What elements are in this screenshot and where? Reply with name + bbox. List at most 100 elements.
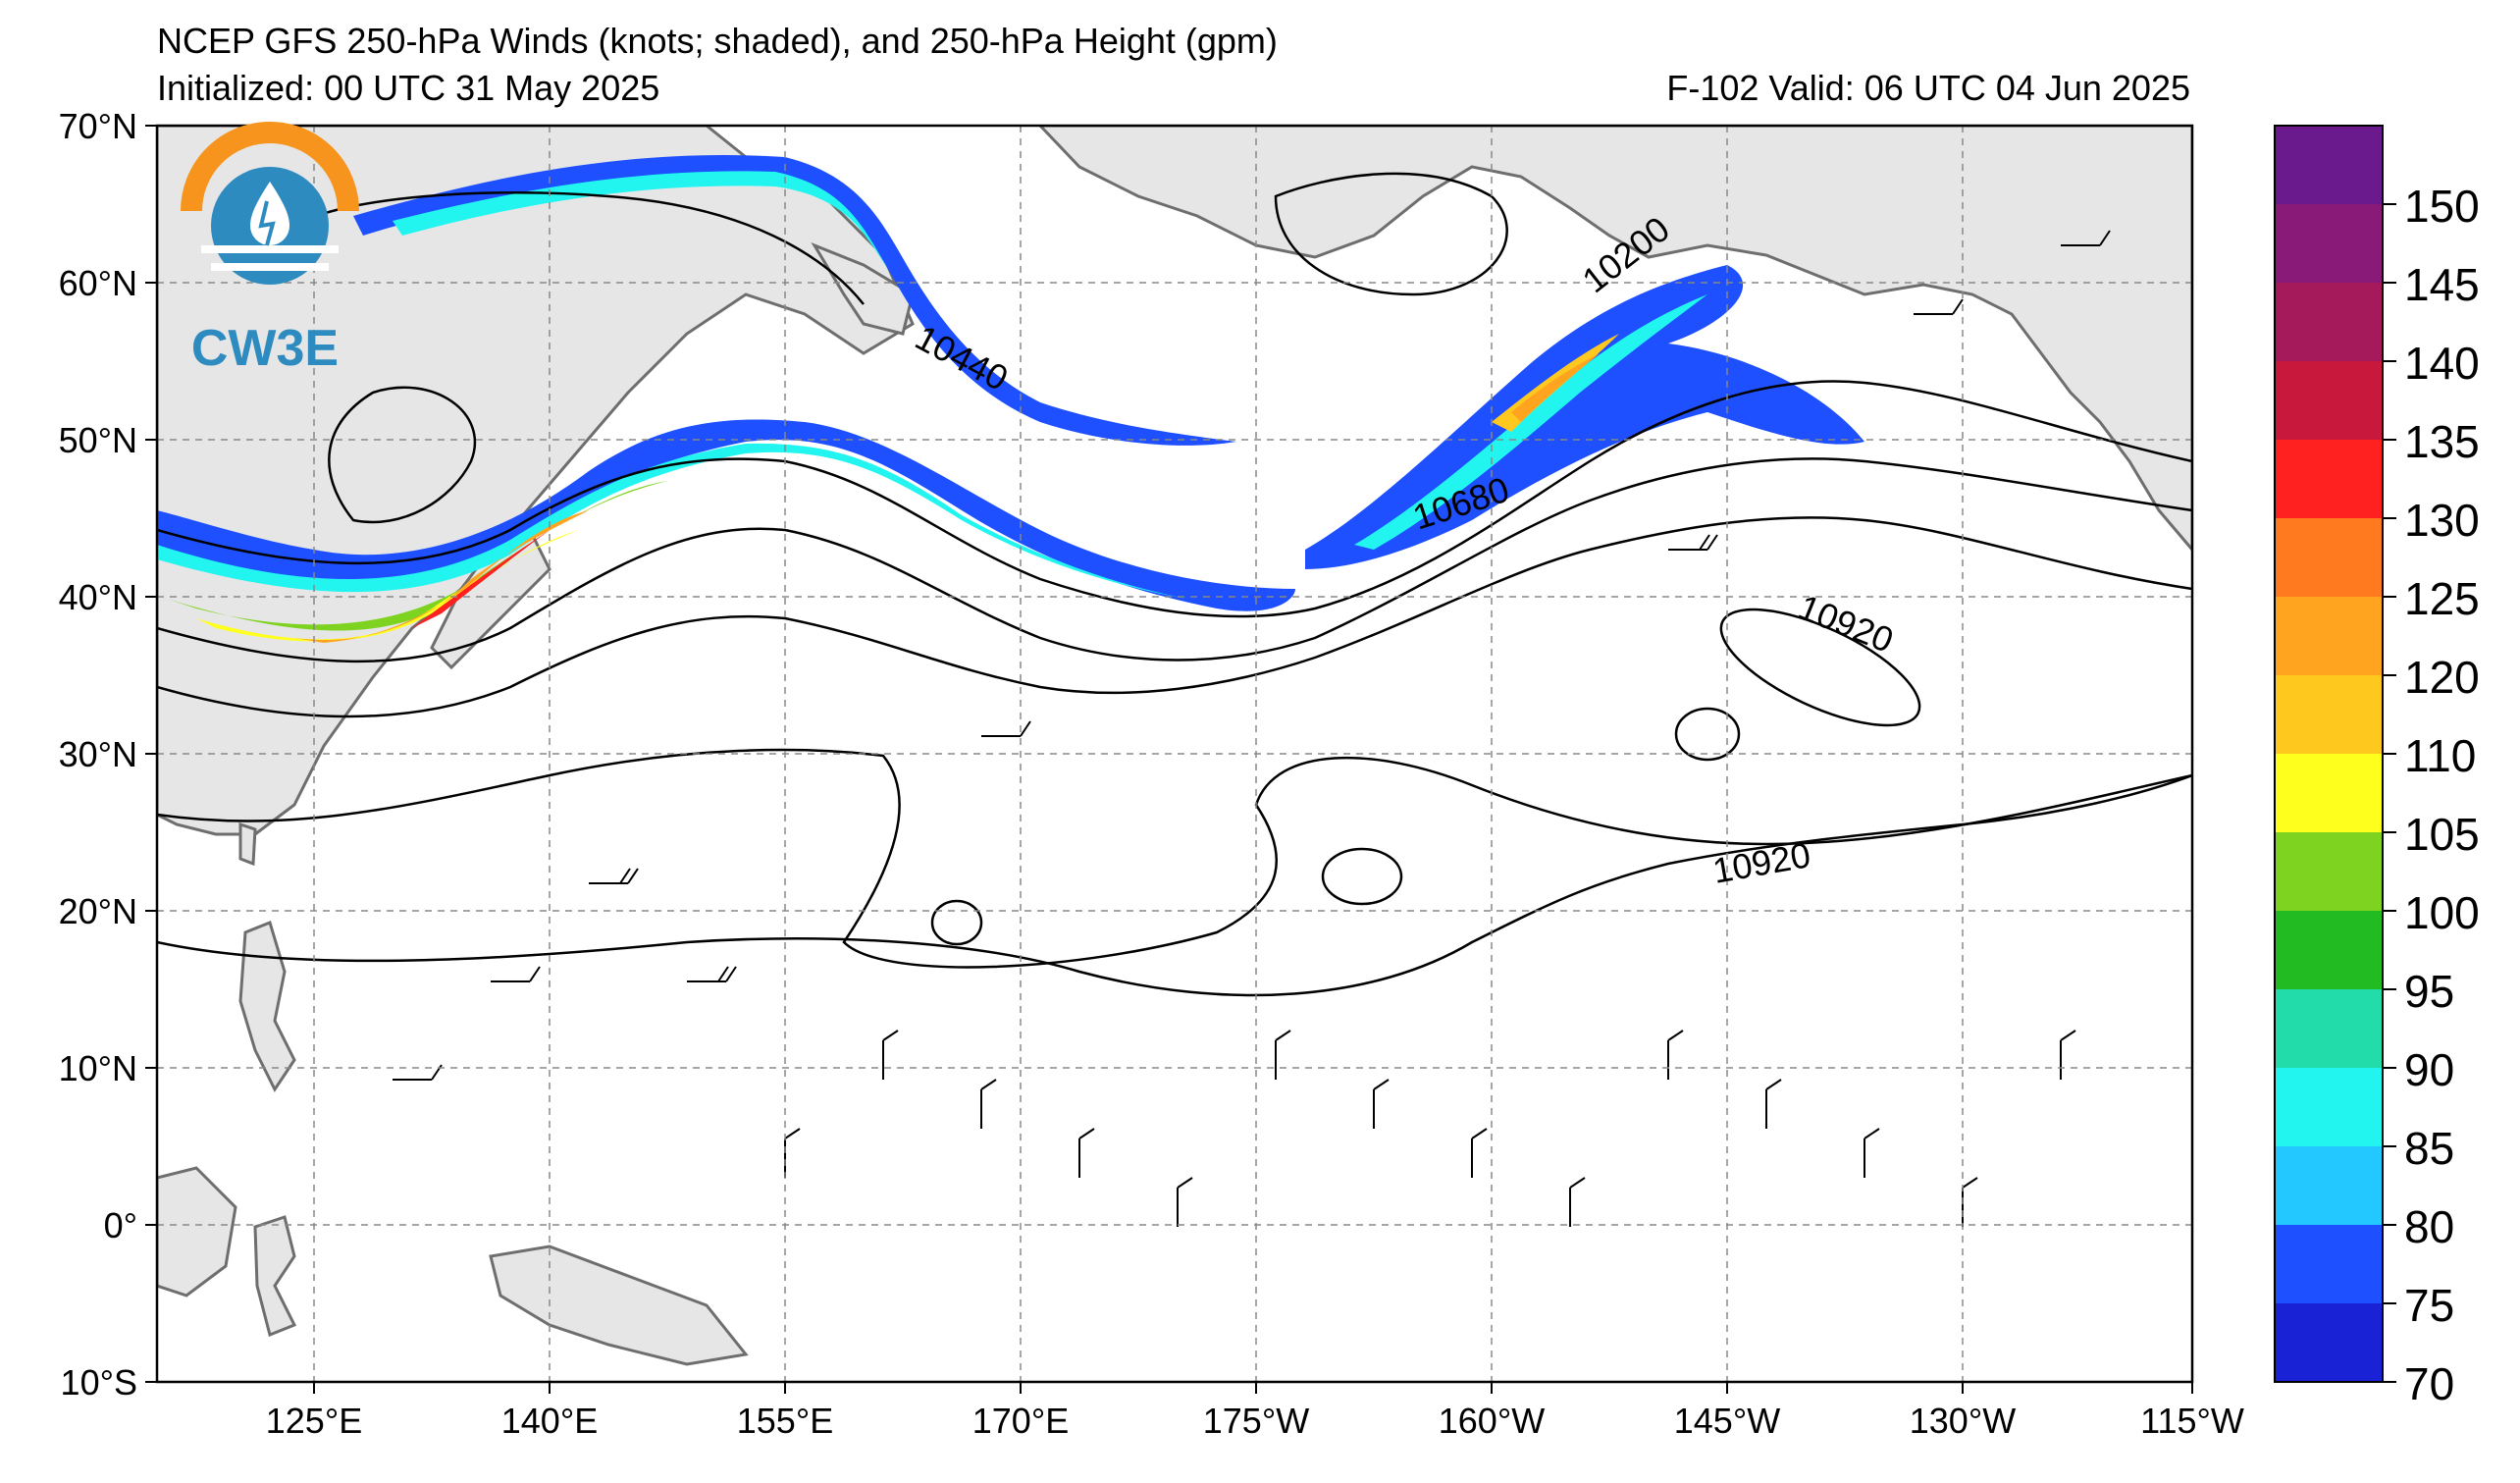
land-sulawesi bbox=[253, 1215, 297, 1338]
jet-band-red bbox=[412, 530, 550, 628]
logo-drop-icon bbox=[250, 182, 289, 245]
lat-label: 10°S bbox=[61, 1362, 137, 1403]
contour-closed bbox=[1321, 847, 1403, 906]
colorbar-label: 80 bbox=[2404, 1201, 2454, 1252]
colorbar-label: 125 bbox=[2404, 573, 2480, 624]
jet-band-outer bbox=[157, 419, 1295, 611]
lat-labels: 70°N 60°N 50°N 40°N 30°N 20°N 10°N 0° 10… bbox=[59, 106, 137, 1403]
colorbar-label: 135 bbox=[2404, 416, 2480, 467]
contour-line bbox=[157, 380, 2192, 618]
wind-barb bbox=[1275, 1030, 1291, 1080]
lon-labels: 125°E 140°E 155°E 170°E 175°W 160°W 145°… bbox=[266, 1401, 2244, 1441]
wind-barb bbox=[882, 1030, 899, 1080]
colorbar-swatch bbox=[2275, 283, 2383, 362]
lon-label: 125°E bbox=[266, 1401, 362, 1441]
contour-line bbox=[157, 457, 2192, 663]
colorbar-border bbox=[2274, 125, 2384, 1383]
wind-barb bbox=[491, 966, 541, 982]
colorbar-swatch bbox=[2275, 597, 2383, 676]
colorbar-swatch bbox=[2275, 1068, 2383, 1147]
colorbar-label: 100 bbox=[2404, 887, 2480, 938]
wind-barb bbox=[1471, 1128, 1488, 1178]
jet-band-green bbox=[167, 481, 667, 631]
lat-label: 60°N bbox=[59, 263, 137, 303]
valid-time: F-102 Valid: 06 UTC 04 Jun 2025 bbox=[1666, 68, 2190, 108]
wind-barb bbox=[687, 966, 737, 982]
colorbar-label: 85 bbox=[2404, 1123, 2454, 1174]
contour-closed bbox=[1719, 608, 1921, 727]
lat-label: 70°N bbox=[59, 106, 137, 146]
colorbar-swatch bbox=[2275, 1146, 2383, 1226]
colorbar-swatch bbox=[2275, 832, 2383, 912]
lon-label: 155°E bbox=[737, 1401, 833, 1441]
cw3e-logo: CW3E bbox=[181, 122, 359, 377]
contour-closed bbox=[1674, 707, 1741, 762]
wind-barb bbox=[2060, 1030, 2076, 1080]
contour-line bbox=[157, 773, 2192, 997]
wind-barb bbox=[784, 1128, 801, 1178]
colorbar-label: 145 bbox=[2404, 259, 2480, 310]
jet-band-yellow bbox=[196, 530, 579, 642]
init-time: Initialized: 00 UTC 31 May 2025 bbox=[157, 68, 660, 108]
wind-shading bbox=[157, 155, 1864, 643]
contour-line bbox=[157, 748, 2192, 969]
colorbar-label: 105 bbox=[2404, 809, 2480, 860]
colorbar-swatch bbox=[2275, 1303, 2383, 1383]
colorbar-swatch bbox=[2275, 754, 2383, 833]
wind-barb bbox=[981, 720, 1031, 737]
wind-barb bbox=[1373, 1079, 1390, 1129]
colorbar-swatch bbox=[2275, 518, 2383, 598]
colorbar-label: 110 bbox=[2404, 730, 2476, 781]
colorbar-label: 120 bbox=[2404, 652, 2480, 703]
contour-closed bbox=[930, 899, 983, 946]
land-new-guinea bbox=[489, 1245, 749, 1366]
wind-barb bbox=[1569, 1177, 1586, 1227]
land-kamchatka bbox=[811, 241, 915, 336]
colorbar-swatch bbox=[2275, 989, 2383, 1069]
lat-label: 0° bbox=[104, 1205, 137, 1245]
lon-label: 145°W bbox=[1674, 1401, 1780, 1441]
colorbar-swatch bbox=[2275, 204, 2383, 284]
lon-label: 175°W bbox=[1203, 1401, 1309, 1441]
colorbar-label: 130 bbox=[2404, 495, 2480, 546]
wind-barb bbox=[1668, 534, 1718, 551]
colorbar-label: 75 bbox=[2404, 1280, 2454, 1331]
jet-band-orange bbox=[294, 510, 589, 643]
land-taiwan bbox=[238, 821, 257, 867]
colorbar-swatch bbox=[2275, 126, 2383, 205]
wind-barb bbox=[1667, 1030, 1684, 1080]
wind-barb bbox=[1962, 1177, 1978, 1227]
height-contours bbox=[157, 172, 2192, 997]
colorbar-labels: 150 145 140 135 130 125 120 110 105 100 … bbox=[2404, 181, 2480, 1409]
wind-barb bbox=[2061, 230, 2111, 246]
wind-barb bbox=[589, 868, 639, 884]
contour-line bbox=[1274, 172, 1508, 296]
wind-barb bbox=[1914, 298, 1964, 315]
wind-barb bbox=[1765, 1079, 1782, 1129]
land-borneo bbox=[157, 1166, 237, 1298]
jet-north-branch-cyan bbox=[393, 171, 888, 270]
lat-label: 30°N bbox=[59, 734, 137, 774]
map-title: NCEP GFS 250-hPa Winds (knots; shaded), … bbox=[157, 21, 1278, 61]
lon-label: 140°E bbox=[501, 1401, 598, 1441]
colorbar-label: 70 bbox=[2404, 1358, 2454, 1409]
lat-ticks bbox=[145, 125, 157, 1383]
lon-ticks bbox=[313, 1382, 2193, 1394]
lon-label: 160°W bbox=[1439, 1401, 1545, 1441]
wind-barb bbox=[1078, 1128, 1095, 1178]
colorbar-swatch bbox=[2275, 440, 2383, 519]
jet-ne-orange bbox=[1511, 353, 1600, 422]
colorbar-swatch bbox=[2275, 675, 2383, 755]
lon-label: 115°W bbox=[2140, 1401, 2244, 1441]
graticule bbox=[157, 126, 2192, 1382]
wind-barb bbox=[980, 1079, 997, 1129]
logo-ring-orange bbox=[181, 122, 359, 212]
lat-label: 20°N bbox=[59, 891, 137, 931]
colorbar-swatch bbox=[2275, 1225, 2383, 1304]
contour-line bbox=[293, 191, 865, 305]
land-philippines bbox=[238, 920, 296, 1092]
lon-label: 170°E bbox=[972, 1401, 1069, 1441]
lat-label: 50°N bbox=[59, 420, 137, 460]
land-masses bbox=[157, 126, 2192, 1366]
